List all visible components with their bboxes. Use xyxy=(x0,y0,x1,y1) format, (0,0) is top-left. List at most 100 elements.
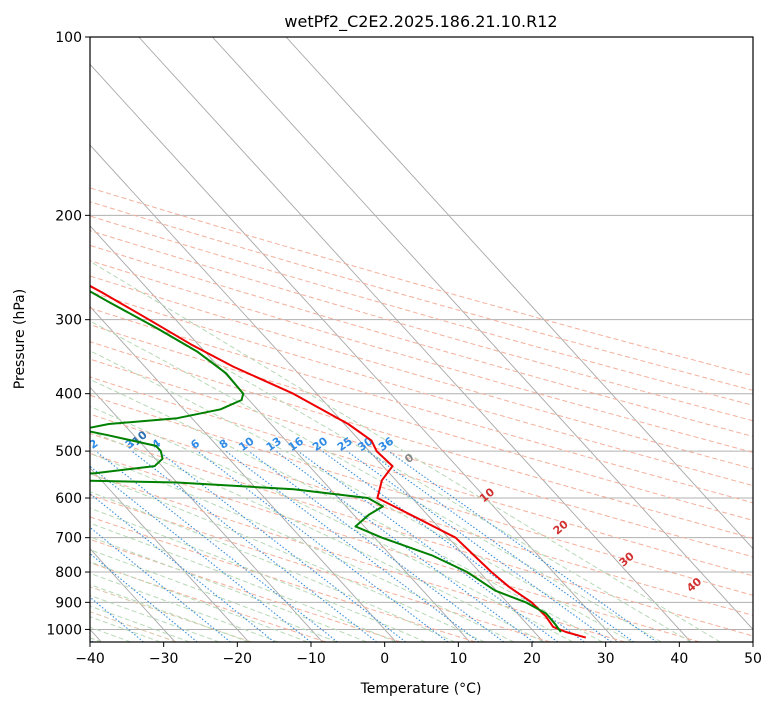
dry-adiabat-line xyxy=(90,260,753,453)
y-tick-label: 900 xyxy=(55,595,82,611)
mixing-ratio-line xyxy=(90,526,231,642)
y-tick-label: 200 xyxy=(55,208,82,224)
mixing-ratio-line xyxy=(248,450,505,642)
moist-adiabat-line xyxy=(90,594,220,642)
x-tick-label: 20 xyxy=(523,651,541,667)
moist-adiabat-line xyxy=(90,378,603,642)
mixing-ratio-label: 8 xyxy=(217,437,231,452)
profile-lines xyxy=(90,284,587,639)
mixing-ratio-label: 2 xyxy=(87,437,101,452)
mixing-ratio-line xyxy=(225,450,480,642)
y-tick-label: 100 xyxy=(55,30,82,46)
isotherm-line xyxy=(90,386,323,642)
moist-adiabat-line xyxy=(90,491,456,642)
mixing-ratio-label: 0.6 xyxy=(0,433,6,455)
moist-adiabat-line xyxy=(90,405,574,642)
dry-adiabat-line xyxy=(90,215,753,406)
mixing-ratio-line xyxy=(321,450,585,642)
dry-adiabat-line xyxy=(90,586,252,642)
isotherm-line xyxy=(90,467,250,642)
x-tick-label: 10 xyxy=(449,651,467,667)
moist-adiabat-line xyxy=(90,473,485,642)
mixing-ratio-line xyxy=(131,450,378,642)
isotherm-line xyxy=(90,144,544,642)
moist-adiabat-line xyxy=(90,561,308,642)
dry-adiabat-line xyxy=(90,324,753,521)
mixing-ratio-line xyxy=(95,450,338,642)
dry-adiabat-line xyxy=(90,358,753,558)
y-tick-label: 1000 xyxy=(46,622,82,638)
isotherm-line xyxy=(90,225,471,642)
x-tick-label: 0 xyxy=(380,651,389,667)
line-annotations: -100-90-80-70-60-50-40-30-20-100.10.20.4… xyxy=(0,394,704,595)
dry-adiabat-line xyxy=(90,473,626,642)
y-tick-label: 800 xyxy=(55,565,82,581)
moist-adiabat-line xyxy=(90,350,633,642)
plot-frame xyxy=(89,36,754,643)
y-tick-label: 500 xyxy=(55,444,82,460)
moist-adiabat-line xyxy=(90,536,367,642)
dry-adiabat-line xyxy=(90,562,327,642)
moist-adiabat-line xyxy=(90,430,544,642)
isotherm-line xyxy=(285,37,753,550)
x-tick-label: −40 xyxy=(75,651,105,667)
background-lines xyxy=(90,37,753,642)
dry-adiabat-line xyxy=(90,275,753,470)
dry-adiabat-line xyxy=(90,230,753,422)
profile-line-1 xyxy=(90,284,587,639)
dry-adiabat-line xyxy=(90,516,476,642)
y-axis-label: Pressure (hPa) xyxy=(12,289,28,389)
mixing-ratio-label: 1 xyxy=(28,437,42,452)
y-tick-label: 700 xyxy=(55,531,82,547)
moist-adiabat-label: 20 xyxy=(551,517,571,537)
x-tick-label: −20 xyxy=(223,651,253,667)
dry-adiabat-line xyxy=(90,244,753,437)
dry-adiabat-line xyxy=(90,538,401,642)
moist-adiabat-line xyxy=(90,452,515,642)
moist-adiabat-line xyxy=(90,549,338,642)
x-tick-label: 40 xyxy=(670,651,688,667)
x-axis-label: Temperature (°C) xyxy=(360,681,482,697)
isotherm-label: -20 xyxy=(21,394,45,417)
moist-adiabat-label: 30 xyxy=(617,549,637,569)
mixing-ratio-line xyxy=(297,450,559,642)
mixing-ratio-line xyxy=(346,450,612,642)
dry-adiabat-line xyxy=(90,432,753,637)
y-tick-label: 600 xyxy=(55,491,82,507)
x-tick-label: −10 xyxy=(296,651,326,667)
moist-adiabat-label: 40 xyxy=(684,575,704,595)
moist-adiabat-line xyxy=(90,260,721,642)
profile-line-2 xyxy=(90,290,562,633)
moist-adiabat-label: 0 xyxy=(402,451,416,466)
mixing-ratio-line xyxy=(275,450,534,642)
y-tick-label: 300 xyxy=(55,313,82,329)
mixing-ratio-line xyxy=(90,552,198,642)
x-axis-ticks: −40 −30 −20 −10 0 10 20 30 40 50 xyxy=(75,642,762,667)
mixing-ratio-line xyxy=(387,450,657,642)
moist-adiabat-line xyxy=(90,584,249,642)
x-tick-label: 30 xyxy=(597,651,615,667)
dry-adiabat-line xyxy=(90,201,753,391)
moist-adiabat-line xyxy=(90,290,692,642)
isotherm-line xyxy=(138,37,692,642)
chart-title: wetPf2_C2E2.2025.186.21.10.R12 xyxy=(284,12,557,32)
moist-adiabat-line xyxy=(90,522,397,642)
moist-adiabat-line xyxy=(90,572,279,642)
isotherm-line xyxy=(90,305,397,642)
dry-adiabat-line xyxy=(90,494,551,642)
mixing-ratio-line xyxy=(196,450,449,642)
x-tick-label: 50 xyxy=(744,651,762,667)
y-tick-label: 400 xyxy=(55,387,82,403)
isotherm-line xyxy=(212,37,753,631)
isotherm-line xyxy=(90,63,618,642)
mixing-ratio-line xyxy=(367,450,635,642)
mixing-ratio-line xyxy=(158,450,406,642)
dry-adiabat-line xyxy=(90,187,753,377)
y-axis-ticks: 100 200 300 400 500 600 700 800 900 1000 xyxy=(46,30,90,638)
x-tick-label: −30 xyxy=(149,651,179,667)
mixing-ratio-line xyxy=(90,596,144,642)
moist-adiabat-line xyxy=(90,507,426,642)
moist-adiabat-line xyxy=(90,320,662,642)
dry-adiabat-line xyxy=(90,413,753,616)
